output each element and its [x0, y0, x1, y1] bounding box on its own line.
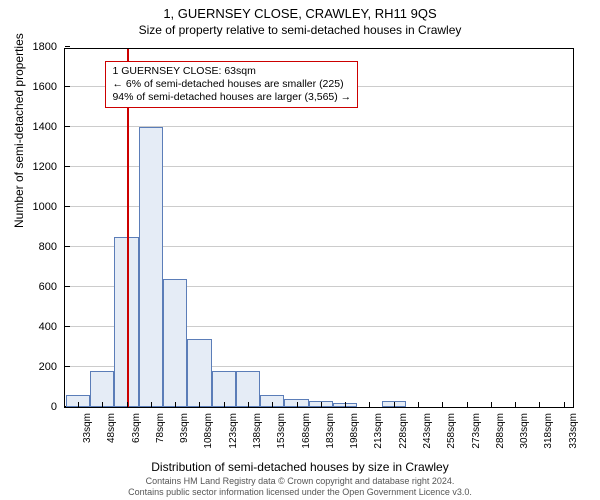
xtick-label: 183sqm	[325, 413, 336, 449]
xtick-label: 63sqm	[131, 413, 142, 443]
ytick	[65, 366, 70, 367]
ytick-label: 1000	[33, 201, 57, 213]
xtick	[151, 402, 152, 407]
xtick	[175, 402, 176, 407]
xtick-label: 258sqm	[446, 413, 457, 449]
chart-subtitle: Size of property relative to semi-detach…	[0, 21, 600, 37]
xtick-label: 333sqm	[568, 413, 579, 449]
xtick-label: 48sqm	[106, 413, 117, 443]
xtick	[491, 402, 492, 407]
xtick-label: 93sqm	[179, 413, 190, 443]
xtick	[564, 402, 565, 407]
plot-wrap: 02004006008001000120014001600180033sqm48…	[64, 48, 574, 408]
ytick	[65, 86, 70, 87]
xtick-label: 198sqm	[349, 413, 360, 449]
ytick	[65, 46, 70, 47]
xtick-label: 243sqm	[422, 413, 433, 449]
xtick	[224, 402, 225, 407]
xtick	[102, 402, 103, 407]
xtick-label: 168sqm	[301, 413, 312, 449]
footer-attribution: Contains HM Land Registry data © Crown c…	[0, 476, 600, 498]
annotation-line: ← 6% of semi-detached houses are smaller…	[112, 78, 351, 91]
xtick-label: 318sqm	[543, 413, 554, 449]
plot-area: 02004006008001000120014001600180033sqm48…	[64, 48, 574, 408]
xtick-label: 288sqm	[495, 413, 506, 449]
xtick	[539, 402, 540, 407]
histogram-bar	[139, 127, 163, 407]
ytick-label: 0	[51, 401, 57, 413]
xtick	[394, 402, 395, 407]
xtick-label: 303sqm	[519, 413, 530, 449]
ytick	[65, 326, 70, 327]
ytick-label: 1200	[33, 161, 57, 173]
xtick-label: 153sqm	[276, 413, 287, 449]
histogram-bar	[163, 279, 187, 407]
xtick-label: 108sqm	[203, 413, 214, 449]
ytick	[65, 206, 70, 207]
xtick	[418, 402, 419, 407]
xtick-label: 123sqm	[228, 413, 239, 449]
annotation-line: 94% of semi-detached houses are larger (…	[112, 91, 351, 104]
ytick	[65, 126, 70, 127]
ytick-label: 800	[39, 241, 57, 253]
xtick	[467, 402, 468, 407]
xtick	[272, 402, 273, 407]
xtick	[345, 402, 346, 407]
x-axis-label: Distribution of semi-detached houses by …	[0, 460, 600, 474]
xtick	[127, 402, 128, 407]
xtick-label: 78sqm	[155, 413, 166, 443]
xtick	[515, 402, 516, 407]
y-axis-label: Number of semi-detached properties	[12, 33, 26, 228]
xtick	[248, 402, 249, 407]
xtick	[369, 402, 370, 407]
xtick	[297, 402, 298, 407]
ytick-label: 600	[39, 281, 57, 293]
ytick	[65, 286, 70, 287]
chart-title: 1, GUERNSEY CLOSE, CRAWLEY, RH11 9QS	[0, 0, 600, 21]
xtick-label: 273sqm	[471, 413, 482, 449]
xtick-label: 213sqm	[373, 413, 384, 449]
xtick	[321, 402, 322, 407]
xtick-label: 33sqm	[82, 413, 93, 443]
footer-line-2: Contains public sector information licen…	[0, 487, 600, 498]
ytick-label: 1600	[33, 81, 57, 93]
annotation-line: 1 GUERNSEY CLOSE: 63sqm	[112, 65, 351, 78]
xtick-label: 228sqm	[398, 413, 409, 449]
xtick	[442, 402, 443, 407]
xtick-label: 138sqm	[252, 413, 263, 449]
footer-line-1: Contains HM Land Registry data © Crown c…	[0, 476, 600, 487]
xtick	[78, 402, 79, 407]
ytick-label: 200	[39, 361, 57, 373]
ytick-label: 1800	[33, 41, 57, 53]
histogram-bar	[187, 339, 211, 407]
ytick	[65, 246, 70, 247]
ytick	[65, 166, 70, 167]
xtick	[199, 402, 200, 407]
annotation-box: 1 GUERNSEY CLOSE: 63sqm← 6% of semi-deta…	[105, 61, 358, 108]
ytick-label: 400	[39, 321, 57, 333]
ytick-label: 1400	[33, 121, 57, 133]
